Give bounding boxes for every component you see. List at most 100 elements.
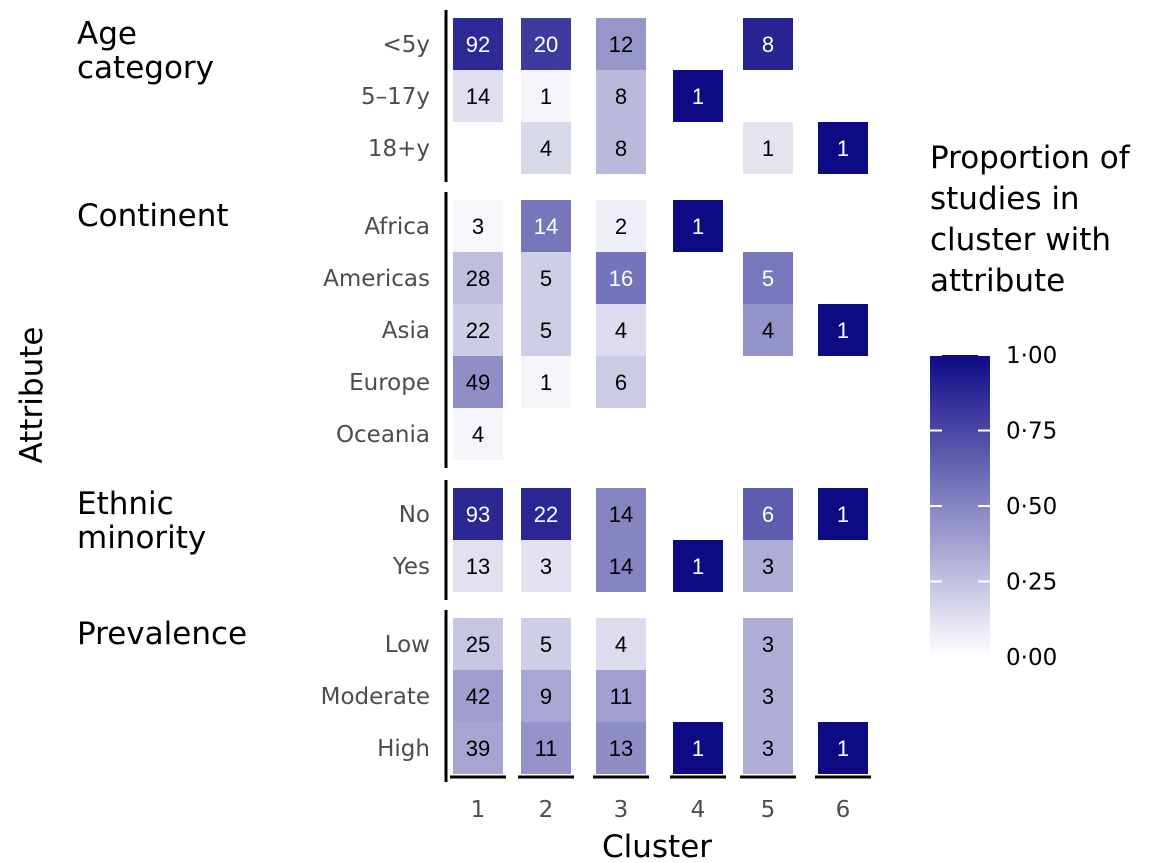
cell-label: 11: [610, 684, 633, 709]
cell-label: 93: [466, 502, 490, 527]
cell-label: 22: [466, 318, 490, 343]
cell-label: 42: [466, 684, 490, 709]
heatmap-cell: [521, 304, 571, 356]
heatmap-cell: [453, 356, 503, 408]
heatmap-cell: [673, 722, 723, 774]
cell-label: 5: [540, 632, 552, 657]
heatmap-cell: [521, 540, 571, 592]
cell-label: 1: [692, 84, 704, 109]
cell-label: 39: [466, 736, 490, 761]
group-title-line: Continent: [77, 198, 229, 234]
cell-label: 13: [466, 554, 490, 579]
cell-label: 1: [837, 318, 849, 343]
x-axis: 1 2 3 4 5 6 Cluster: [450, 775, 871, 863]
row-label: Low: [385, 632, 430, 658]
cell-label: 25: [466, 632, 490, 657]
heatmap-cell: [596, 618, 646, 670]
group-title-line: Prevalence: [77, 616, 247, 652]
group-title: Age category: [77, 16, 214, 86]
heatmap-cell: [453, 488, 503, 540]
cell-label: 5: [762, 266, 774, 291]
cell-label: 4: [762, 318, 774, 343]
heatmap-cell: [453, 722, 503, 774]
legend-tick-label: 1·00: [1006, 343, 1057, 369]
heatmap-panels: Age category<5y 92 20 12 85–17y 14 1 8 118+y 4 8 1 1C…: [77, 10, 868, 782]
cell-label: 1: [837, 736, 849, 761]
cell-label: 22: [534, 502, 558, 527]
cell-label: 5: [540, 266, 552, 291]
legend-title-line: studies in: [930, 181, 1080, 217]
color-legend: Proportion of studies in cluster with attri…: [930, 140, 1131, 671]
x-axis-title: Cluster: [602, 829, 712, 863]
cell-label: 6: [615, 370, 627, 395]
heatmap-cell: [596, 356, 646, 408]
cell-label: 14: [609, 502, 633, 527]
x-tick-label: 3: [614, 797, 629, 823]
cell-label: 1: [692, 214, 704, 239]
heatmap-cell: [521, 70, 571, 122]
cell-label: 3: [762, 554, 774, 579]
row-label: 18+y: [368, 136, 430, 162]
heatmap-cell: [596, 200, 646, 252]
cell-label: 2: [615, 214, 627, 239]
legend-ticks: 0·00 0·25 0·50 0·75 1·00: [930, 343, 1057, 671]
cell-label: 4: [540, 136, 552, 161]
heatmap-cell: [743, 722, 793, 774]
group-title-line: minority: [77, 520, 206, 556]
cell-label: 4: [472, 422, 484, 447]
row-label: Yes: [392, 554, 430, 580]
cell-label: 1: [837, 136, 849, 161]
heatmap-cell: [521, 252, 571, 304]
legend-tick-label: 0·75: [1006, 419, 1057, 445]
panel-group-0: Age category <5y 92 20 12 8 5–17y 14 1 8 1 18+y 4 8 1 1: [77, 10, 868, 182]
heatmap-cell: [818, 122, 868, 174]
cell-label: 49: [466, 370, 490, 395]
heatmap-cell: [673, 200, 723, 252]
y-axis-title: Attribute: [14, 327, 50, 464]
row-label: Americas: [323, 266, 430, 292]
row-label: No: [399, 502, 430, 528]
heatmap-cell: [521, 200, 571, 252]
heatmap-cell: [743, 670, 793, 722]
cell-label: 4: [615, 632, 627, 657]
heatmap-cell: [453, 200, 503, 252]
group-title-line: Ethnic: [77, 486, 174, 522]
x-tick-label: 4: [691, 797, 706, 823]
cell-label: 3: [762, 736, 774, 761]
heatmap-cell: [453, 70, 503, 122]
cell-label: 14: [466, 84, 490, 109]
group-title-line: Age: [77, 16, 137, 52]
row-label: Oceania: [336, 422, 430, 448]
row-label: Moderate: [321, 684, 430, 710]
heatmap-cell: [453, 540, 503, 592]
heatmap-cell: [521, 18, 571, 70]
x-tick-label: 1: [471, 797, 486, 823]
heatmap-cell: [521, 122, 571, 174]
heatmap-cell: [453, 252, 503, 304]
cell-label: 4: [615, 318, 627, 343]
heatmap-cell: [596, 540, 646, 592]
heatmap-cell: [453, 18, 503, 70]
legend-tick-label: 0·25: [1006, 570, 1057, 596]
cell-label: 3: [540, 554, 552, 579]
cell-label: 3: [472, 214, 484, 239]
cell-label: 11: [535, 736, 558, 761]
heatmap-cell: [596, 304, 646, 356]
heatmap-cell: [818, 722, 868, 774]
cell-label: 1: [692, 736, 704, 761]
heatmap-cell: [596, 488, 646, 540]
cell-label: 28: [466, 266, 490, 291]
heatmap-cell: [453, 408, 503, 460]
heatmap-cell: [743, 18, 793, 70]
legend-title-line: Proportion of: [930, 140, 1131, 176]
cell-label: 1: [540, 84, 552, 109]
group-title-line: category: [77, 50, 214, 86]
cell-label: 1: [762, 136, 774, 161]
cell-label: 13: [609, 736, 633, 761]
heatmap-cell: [453, 618, 503, 670]
heatmap-cell: [596, 670, 646, 722]
heatmap-cell: [596, 70, 646, 122]
cell-label: 14: [534, 214, 558, 239]
